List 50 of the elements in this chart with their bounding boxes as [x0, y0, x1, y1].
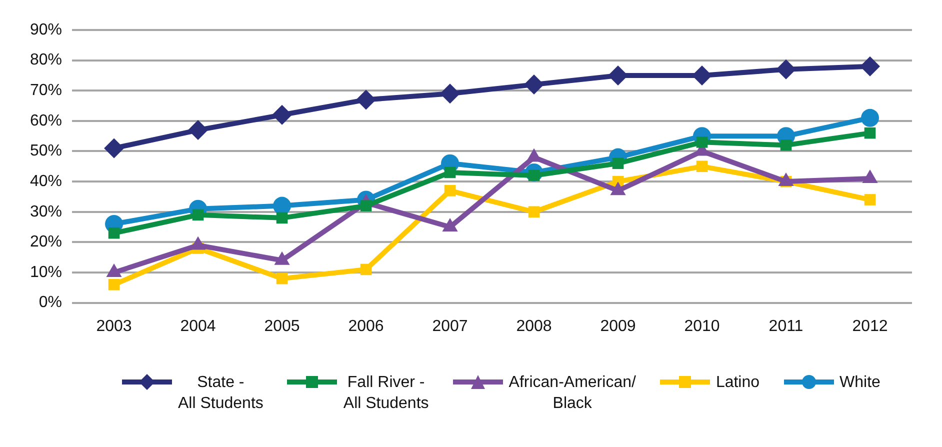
y-tick-label: 0%: [38, 294, 62, 312]
x-tick-label: 2004: [180, 318, 216, 335]
point: [192, 209, 204, 221]
x-tick-label: 2011: [768, 318, 804, 335]
y-tick-label: 20%: [30, 234, 62, 251]
point: [696, 160, 708, 172]
point: [104, 138, 124, 158]
x-tick-label: 2010: [684, 318, 720, 335]
x-tick-label: 2007: [432, 318, 468, 335]
legend-label: State - All Students: [178, 373, 264, 414]
x-tick-label: 2008: [516, 318, 552, 335]
point: [272, 104, 292, 125]
point: [356, 90, 376, 110]
point: [861, 108, 879, 127]
y-tick-label: 30%: [30, 203, 62, 220]
point: [444, 166, 456, 178]
point: [273, 196, 292, 215]
y-tick-label: 70%: [30, 82, 62, 100]
y-tick-label: 60%: [30, 112, 62, 130]
legend-label: Latino: [716, 373, 760, 393]
legend-label: African-American/Black: [508, 373, 636, 414]
x-tick-label: 2012: [852, 318, 888, 335]
point: [360, 200, 372, 212]
legend-label: Fall River - All Students: [343, 373, 429, 414]
point: [440, 84, 460, 104]
x-tick-label: 2006: [348, 318, 384, 335]
point: [528, 206, 540, 218]
point: [864, 127, 876, 139]
point: [108, 227, 120, 239]
point: [108, 278, 120, 290]
point: [276, 212, 288, 224]
y-tick-label: 40%: [30, 172, 62, 190]
x-tick-label: 2003: [96, 318, 132, 335]
point: [276, 272, 288, 284]
point: [360, 264, 372, 276]
point: [444, 184, 456, 196]
point: [524, 74, 544, 95]
point: [864, 194, 876, 206]
y-tick-label: 10%: [30, 264, 62, 281]
legend-label: White: [840, 373, 880, 393]
x-tick-label: 2009: [600, 318, 636, 335]
x-tick-label: 2005: [264, 318, 300, 335]
point: [860, 56, 880, 76]
y-tick-label: 80%: [30, 52, 62, 69]
point: [696, 136, 708, 148]
point: [612, 158, 624, 170]
y-tick-label: 90%: [30, 21, 62, 38]
point: [780, 140, 792, 151]
point: [188, 120, 208, 140]
y-tick-label: 50%: [30, 142, 62, 160]
